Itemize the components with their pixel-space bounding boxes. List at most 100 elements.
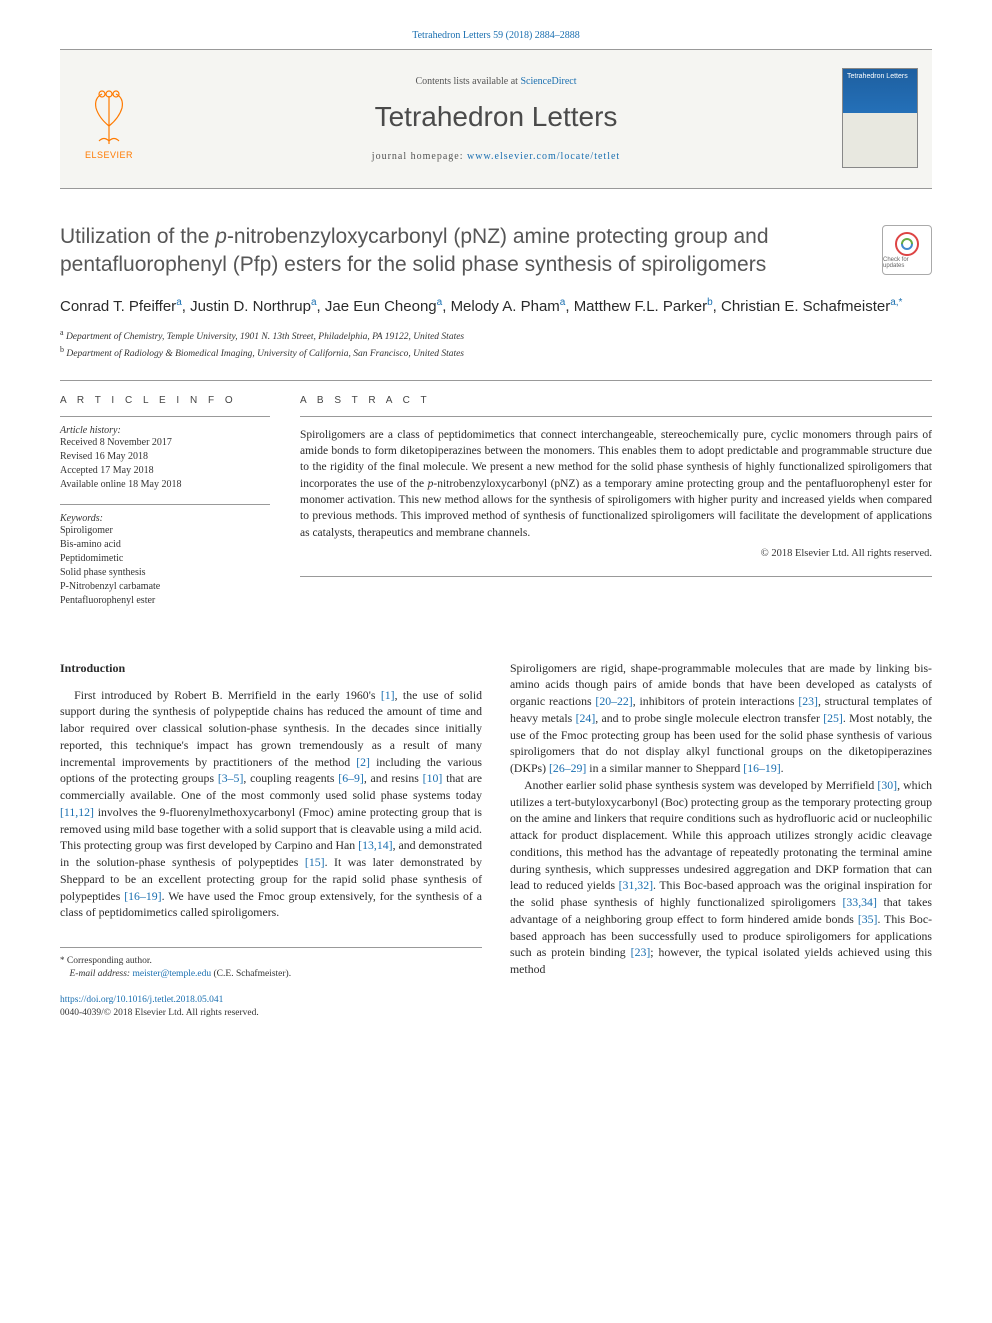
ref-33-34[interactable]: [33,34]	[842, 895, 876, 909]
ref-30[interactable]: [30]	[877, 778, 897, 792]
doi-link[interactable]: https://doi.org/10.1016/j.tetlet.2018.05…	[60, 995, 223, 1005]
col2-paragraph-1: Spiroligomers are rigid, shape-programma…	[510, 660, 932, 777]
ref-1[interactable]: [1]	[381, 688, 395, 702]
abstract-copyright: © 2018 Elsevier Ltd. All rights reserved…	[300, 547, 932, 562]
article-title: Utilization of the p-nitrobenzyloxycarbo…	[60, 223, 840, 280]
ref-35[interactable]: [35]	[858, 912, 878, 926]
ip1-t3: , coupling reagents	[243, 771, 338, 785]
elsevier-tree-icon	[84, 86, 134, 146]
author-2-aff: a	[311, 297, 317, 308]
footnotes: * Corresponding author. E-mail address: …	[60, 947, 482, 982]
ref-13-14[interactable]: [13,14]	[358, 838, 392, 852]
intro-paragraph-1: First introduced by Robert B. Merrifield…	[60, 687, 482, 922]
affiliation-b: Department of Radiology & Biomedical Ima…	[66, 349, 464, 359]
author-3: Jae Eun Cheong	[325, 298, 437, 315]
issn-copyright: 0040-4039/© 2018 Elsevier Ltd. All right…	[60, 1008, 259, 1018]
author-5-aff: b	[707, 297, 713, 308]
ip1-t0: First introduced by Robert B. Merrifield…	[74, 688, 381, 702]
ref-24[interactable]: [24]	[576, 711, 596, 725]
abstract-column: A B S T R A C T Spiroligomers are a clas…	[300, 381, 932, 620]
ref-16-19b[interactable]: [16–19]	[743, 761, 780, 775]
authors: Conrad T. Pfeiffera, Justin D. Northrupa…	[60, 296, 932, 317]
journal-cover-thumbnail: Tetrahedron Letters	[842, 68, 918, 168]
email-label: E-mail address:	[70, 969, 131, 979]
author-1-aff: a	[176, 297, 182, 308]
introduction-heading: Introduction	[60, 660, 482, 677]
journal-homepage: journal homepage: www.elsevier.com/locat…	[60, 151, 932, 162]
author-1: Conrad T. Pfeiffer	[60, 298, 176, 315]
citation: Tetrahedron Letters 59 (2018) 2884–2888	[60, 30, 932, 41]
abstract-text: Spiroligomers are a class of peptidomime…	[300, 416, 932, 562]
keyword-5: P-Nitrobenzyl carbamate	[60, 580, 270, 594]
contents-available-text: Contents lists available at	[415, 76, 517, 87]
abstract-heading: A B S T R A C T	[300, 395, 932, 406]
col2-paragraph-2: Another earlier solid phase synthesis sy…	[510, 777, 932, 978]
article-info-heading: A R T I C L E I N F O	[60, 395, 270, 406]
affiliation-a: Department of Chemistry, Temple Universi…	[66, 332, 464, 342]
doi-footer: https://doi.org/10.1016/j.tetlet.2018.05…	[60, 994, 482, 1021]
journal-name: Tetrahedron Letters	[60, 101, 932, 133]
affiliations: a Department of Chemistry, Temple Univer…	[60, 327, 932, 362]
journal-banner: ELSEVIER Contents lists available at Sci…	[60, 49, 932, 189]
history-label: Article history:	[60, 425, 270, 436]
history-online: Available online 18 May 2018	[60, 478, 270, 492]
author-3-aff: a	[437, 297, 443, 308]
author-4: Melody A. Pham	[451, 298, 560, 315]
keyword-4: Solid phase synthesis	[60, 566, 270, 580]
contents-available: Contents lists available at ScienceDirec…	[60, 76, 932, 87]
ref-16-19[interactable]: [16–19]	[124, 889, 161, 903]
history-revised: Revised 16 May 2018	[60, 450, 270, 464]
elsevier-wordmark: ELSEVIER	[85, 150, 133, 160]
author-2: Justin D. Northrup	[190, 298, 311, 315]
ref-15[interactable]: [15]	[305, 855, 325, 869]
history-received: Received 8 November 2017	[60, 436, 270, 450]
ref-26-29[interactable]: [26–29]	[549, 761, 586, 775]
title-part-1: Utilization of the	[60, 225, 215, 248]
sciencedirect-link[interactable]: ScienceDirect	[520, 76, 576, 87]
c2p1-t3: , and to probe single molecule electron …	[595, 711, 823, 725]
keyword-2: Bis-amino acid	[60, 538, 270, 552]
email-person: (C.E. Schafmeister).	[214, 969, 292, 979]
c2p1-t6: .	[781, 761, 784, 775]
ref-23b[interactable]: [23]	[631, 945, 651, 959]
keyword-1: Spiroligomer	[60, 524, 270, 538]
homepage-link[interactable]: www.elsevier.com/locate/tetlet	[467, 151, 620, 162]
author-6-aff: a,*	[890, 297, 902, 308]
corresponding-author-label: Corresponding author.	[67, 956, 152, 966]
title-italic-p: p	[215, 225, 227, 248]
column-right: Spiroligomers are rigid, shape-programma…	[510, 660, 932, 1021]
check-for-updates-badge[interactable]: Check for updates	[882, 225, 932, 275]
ref-11-12[interactable]: [11,12]	[60, 805, 94, 819]
homepage-label: journal homepage:	[372, 151, 464, 162]
article-info-column: A R T I C L E I N F O Article history: R…	[60, 381, 270, 620]
updates-icon	[894, 231, 920, 257]
keywords-label: Keywords:	[60, 513, 270, 524]
c2p2-t0: Another earlier solid phase synthesis sy…	[524, 778, 877, 792]
author-4-aff: a	[560, 297, 566, 308]
author-6: Christian E. Schafmeister	[721, 298, 890, 315]
ref-25[interactable]: [25]	[823, 711, 843, 725]
ref-6-9[interactable]: [6–9]	[338, 771, 364, 785]
ip1-t4: , and resins	[364, 771, 423, 785]
column-left: Introduction First introduced by Robert …	[60, 660, 482, 1021]
ref-3-5[interactable]: [3–5]	[218, 771, 244, 785]
elsevier-logo: ELSEVIER	[74, 70, 144, 160]
c2p1-t1: , inhibitors of protein interactions	[633, 694, 799, 708]
c2p1-t5: in a similar manner to Sheppard	[586, 761, 743, 775]
ref-20-22[interactable]: [20–22]	[595, 694, 632, 708]
cover-title: Tetrahedron Letters	[847, 73, 913, 80]
keyword-6: Pentafluorophenyl ester	[60, 594, 270, 608]
keyword-3: Peptidomimetic	[60, 552, 270, 566]
keywords-block: Keywords: Spiroligomer Bis-amino acid Pe…	[60, 504, 270, 608]
c2p2-t1: , which utilizes a tert-butyloxycarbonyl…	[510, 778, 932, 893]
ref-31-32[interactable]: [31,32]	[619, 878, 653, 892]
abstract-bottom-rule	[300, 576, 932, 577]
article-history: Article history: Received 8 November 201…	[60, 416, 270, 492]
history-accepted: Accepted 17 May 2018	[60, 464, 270, 478]
corresponding-email[interactable]: meister@temple.edu	[132, 969, 211, 979]
author-5: Matthew F.L. Parker	[574, 298, 707, 315]
updates-label: Check for updates	[883, 257, 931, 269]
ref-2[interactable]: [2]	[356, 755, 370, 769]
ref-10[interactable]: [10]	[423, 771, 443, 785]
ref-23[interactable]: [23]	[798, 694, 818, 708]
